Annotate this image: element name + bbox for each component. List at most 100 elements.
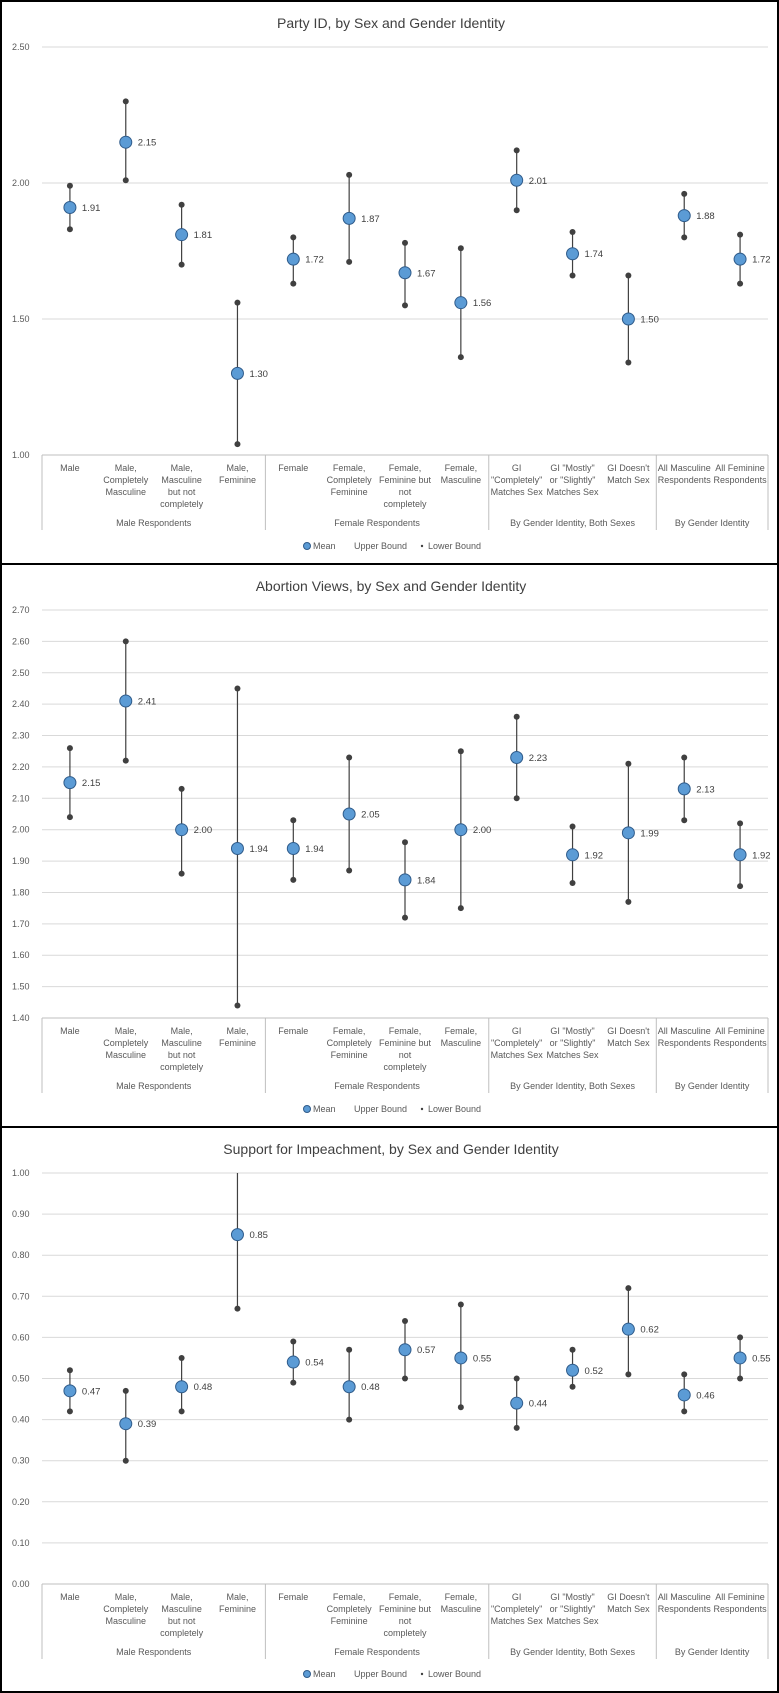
upper-bound-point [625,272,632,279]
category-label-line: Feminine but [379,1604,432,1614]
mean-point [175,823,189,837]
category-label: Male, Masculine but not completely [160,463,204,509]
y-tick-label: 1.90 [12,856,30,866]
lower-bound-point [513,207,520,214]
category-label: Female, Feminine but not completely [379,1592,432,1638]
lower-bound-point [402,914,408,921]
category-label-line: not [399,487,412,497]
lower-bound-point [178,870,185,877]
category-label: Female, Completely Feminine [327,1026,373,1060]
lower-bound-point [234,441,241,448]
mean-point [119,1417,133,1431]
group-label: By Gender Identity, Both Sexes [510,1647,635,1657]
mean-data-label: 1.67 [417,268,436,279]
category-label-line: Female, [445,1592,478,1602]
lower-bound-point [625,359,632,366]
mean-data-label: 1.99 [640,828,659,839]
mean-data-label: 0.44 [529,1399,548,1410]
mean-point [677,782,691,796]
upper-bound-point [569,1346,576,1353]
upper-bound-point [513,147,520,154]
upper-bound-point [457,245,464,252]
mean-point [119,135,133,149]
group-label: By Gender Identity [675,1081,750,1091]
category-label: All Masculine Respondents [658,1592,712,1614]
category-label-line: Match Sex [607,475,650,485]
category-label: Female, Completely Feminine [327,1592,373,1626]
legend-upper-label: Upper Bound [354,1104,407,1114]
mean-data-label: 0.57 [417,1345,436,1356]
upper-bound-point [569,823,576,830]
mean-point [621,312,635,326]
category-label-line: Female [278,463,308,473]
legend-lower-marker [420,1107,424,1111]
mean-point [63,1384,77,1398]
mean-point [510,173,524,187]
mean-data-label: 2.23 [529,753,548,764]
category-label-line: Female, [333,1026,366,1036]
y-tick-label: 1.00 [12,1168,30,1178]
category-label-line: Male [60,1592,80,1602]
category-label: Female, Masculine [441,1026,482,1048]
category-label-line: Male, [171,1026,193,1036]
mean-data-label: 0.62 [640,1325,659,1336]
legend-mean-label: Mean [313,541,336,551]
mean-point [175,1380,189,1394]
upper-bound-point [66,745,73,752]
upper-bound-point [402,839,408,846]
mean-data-label: 1.30 [249,369,268,380]
category-label: Male, Completely Masculine [103,463,149,497]
category-label-line: Completely [103,1038,149,1048]
group-label: Female Respondents [334,1081,420,1091]
category-label-line: All Masculine [658,463,711,473]
category-label-line: Female [278,1026,308,1036]
y-tick-label: 0.50 [12,1374,30,1384]
category-label-line: All Masculine [658,1026,711,1036]
mean-data-label: 2.13 [696,784,715,795]
mean-data-label: 1.74 [585,249,604,260]
mean-point [510,751,524,765]
mean-point [230,366,244,380]
category-label: All Feminine Respondents [714,463,768,485]
lower-bound-point [737,1375,744,1382]
category-label: Female, Masculine [441,1592,482,1614]
group-label: Male Respondents [116,1647,192,1657]
lower-bound-point [625,1371,632,1378]
mean-point [286,842,300,856]
lower-bound-point [402,1375,408,1382]
lower-bound-point [681,234,688,241]
mean-point [342,211,356,225]
category-label-line: completely [383,1062,427,1072]
y-tick-label: 0.80 [12,1250,30,1260]
category-label: All Feminine Respondents [714,1592,768,1614]
mean-point [398,266,412,280]
legend-lower-label: Lower Bound [428,1104,481,1114]
mean-data-label: 1.84 [417,875,436,886]
mean-point [286,252,300,266]
legend-lower-label: Lower Bound [428,541,481,551]
mean-data-label: 1.50 [640,315,659,326]
category-label-line: Matches Sex [547,1616,600,1626]
lower-bound-point [122,757,129,764]
y-tick-label: 0.90 [12,1209,30,1219]
category-label-line: Masculine [161,475,202,485]
lower-bound-point [625,898,632,905]
upper-bound-point [290,234,297,241]
category-label-line: Matches Sex [547,1050,600,1060]
group-label: Male Respondents [116,518,192,528]
y-tick-label: 0.00 [12,1579,30,1589]
category-label-line: Respondents [714,475,768,485]
category-label-line: or "Slightly" [550,475,596,485]
mean-point [454,1351,468,1365]
mean-point [677,1388,691,1402]
mean-point [63,776,77,790]
upper-bound-point [346,754,353,761]
lower-bound-point [178,1408,185,1415]
upper-bound-point [122,638,129,645]
mean-point [398,873,412,887]
upper-bound-point [737,231,744,238]
mean-data-label: 0.48 [194,1382,213,1393]
category-label-line: Male, [115,1026,137,1036]
category-label: GI "Completely" Matches Sex [491,463,544,497]
